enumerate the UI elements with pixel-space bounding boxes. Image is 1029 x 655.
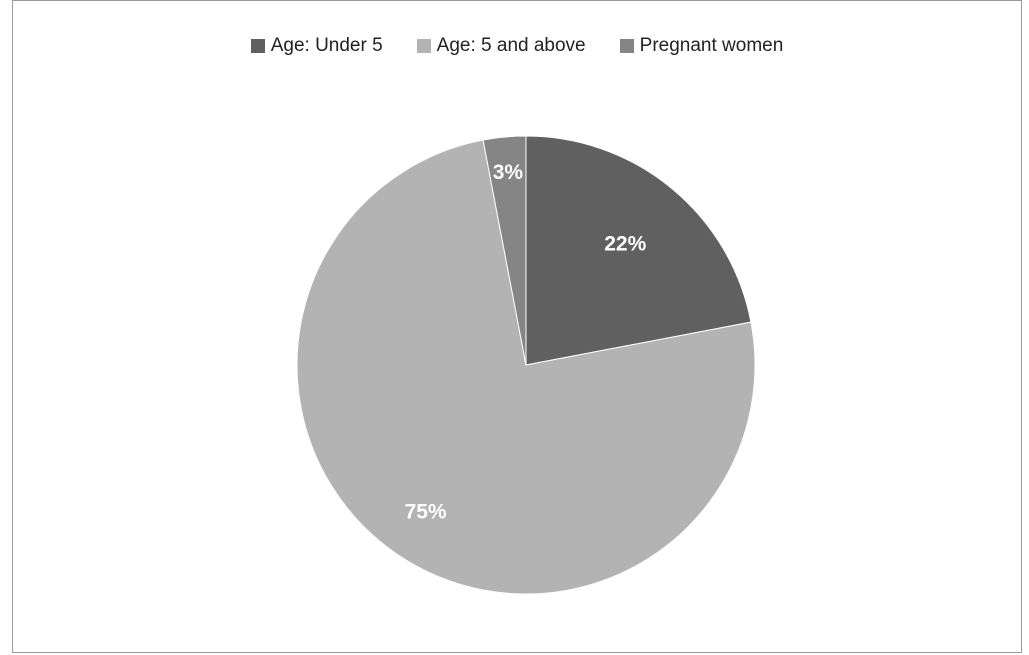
slice-pregnant-women <box>482 135 527 366</box>
data-label-pregnant-women: 3% <box>493 161 524 184</box>
data-label-under-5: 22% <box>604 233 646 256</box>
slice-under-5 <box>525 135 752 366</box>
chart-legend: Age: Under 5 Age: 5 and above Pregnant w… <box>13 35 1021 57</box>
pie-slices <box>296 135 756 595</box>
legend-item-pregnant-women: Pregnant women <box>619 35 784 57</box>
legend-swatch-5-and-above <box>416 39 431 53</box>
legend-swatch-under-5 <box>250 39 265 53</box>
legend-label-pregnant-women: Pregnant women <box>639 35 784 56</box>
data-label-5-and-above: 75% <box>405 500 447 523</box>
slice-5-and-above <box>296 139 756 595</box>
legend-swatch-pregnant-women <box>619 39 634 53</box>
legend-label-under-5: Age: Under 5 <box>270 35 383 56</box>
legend-item-under-5: Age: Under 5 <box>250 35 383 57</box>
legend-item-5-and-above: Age: 5 and above <box>416 35 586 57</box>
pie-data-labels: 22% 75% 3% <box>405 161 647 523</box>
pie-chart: 22% 75% 3% <box>296 135 756 595</box>
legend-label-5-and-above: Age: 5 and above <box>436 35 586 56</box>
chart-frame: Age: Under 5 Age: 5 and above Pregnant w… <box>12 0 1022 653</box>
